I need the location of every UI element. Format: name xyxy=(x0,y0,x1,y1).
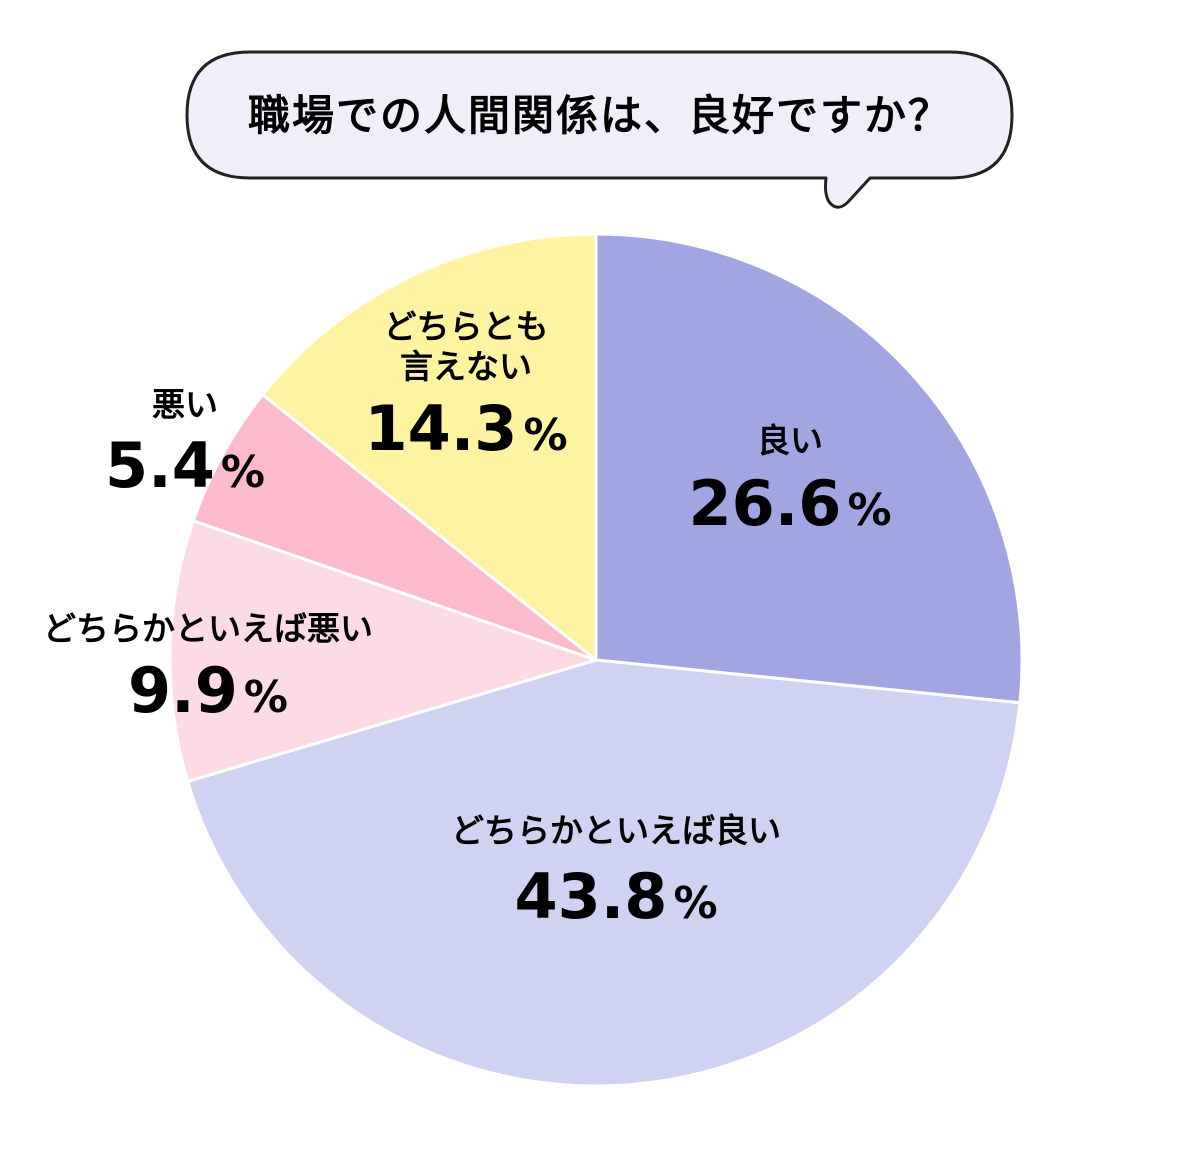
slice-label-4-line-1: 言えない xyxy=(400,347,532,386)
slice-value-3: 5.4% xyxy=(105,429,265,502)
slice-value-2: 9.9% xyxy=(128,654,288,727)
slice-label-1-line-0: どちらかといえば良い xyxy=(451,811,781,850)
slice-value-unit-4: % xyxy=(523,410,567,461)
pie-slice-0 xyxy=(594,232,1024,705)
slice-value-unit-2: % xyxy=(244,672,288,723)
slice-label-4-line-0: どちらとも xyxy=(384,307,549,346)
pie-slice-3 xyxy=(191,393,598,662)
slice-value-unit-0: % xyxy=(847,485,891,536)
title-bubble-shape xyxy=(185,50,1014,209)
pie-slice-4 xyxy=(261,232,598,662)
slice-value-number-1: 43.8 xyxy=(514,860,667,933)
chart-title: 職場での人間関係は、良好ですか？ xyxy=(248,91,952,140)
slice-value-number-3: 5.4 xyxy=(105,429,215,502)
slice-value-4: 14.3% xyxy=(364,392,567,465)
pie-slice-2 xyxy=(168,519,598,783)
slice-value-1: 43.8% xyxy=(514,860,717,933)
slice-value-number-2: 9.9 xyxy=(128,654,238,727)
slice-value-unit-1: % xyxy=(673,878,717,929)
slice-value-unit-3: % xyxy=(221,447,265,498)
pie-slice-1 xyxy=(186,658,1022,1088)
slice-value-number-4: 14.3 xyxy=(364,392,517,465)
slice-label-0-line-0: 良い xyxy=(757,421,823,460)
pie-slices xyxy=(168,232,1024,1088)
slice-label-2-line-0: どちらかといえば悪い xyxy=(43,609,373,648)
title-bubble: 職場での人間関係は、良好ですか？ xyxy=(185,50,1014,209)
slice-label-3-line-0: 悪い xyxy=(152,385,218,424)
slice-value-number-0: 26.6 xyxy=(688,467,841,540)
slice-value-0: 26.6% xyxy=(688,467,891,540)
